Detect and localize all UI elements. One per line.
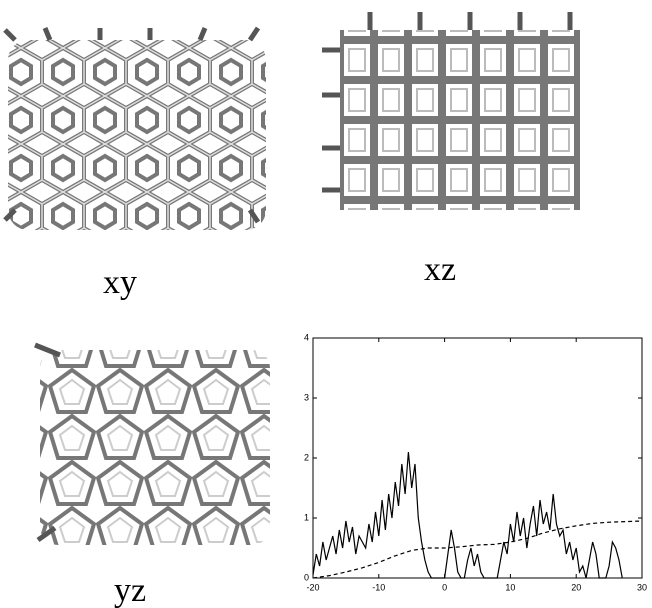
panel-label: yz	[114, 572, 146, 608]
x-tick-label: 30	[637, 582, 647, 592]
x-tick-label: 20	[571, 582, 581, 592]
x-tick-label: 0	[442, 582, 447, 592]
x-tick-label: 10	[505, 582, 515, 592]
data-line	[313, 452, 622, 578]
x-tick-label: -10	[372, 582, 385, 592]
x-tick-label: -20	[306, 582, 319, 592]
structure-yz	[35, 345, 270, 545]
y-tick-label: 1	[304, 512, 309, 522]
panel-label: xy	[103, 264, 137, 301]
y-tick-label: 2	[304, 452, 309, 462]
y-tick-label: 4	[304, 332, 309, 342]
y-tick-label: 3	[304, 392, 309, 402]
panel-label: xz	[424, 251, 456, 288]
figure: xy xz yz 0 1 2 3 4 -20 -10 0 10 20 30	[0, 0, 652, 608]
y-tick-label: 0	[304, 572, 309, 582]
structure-xy	[5, 28, 266, 230]
structure-xz	[322, 12, 580, 210]
data-line	[313, 521, 642, 578]
